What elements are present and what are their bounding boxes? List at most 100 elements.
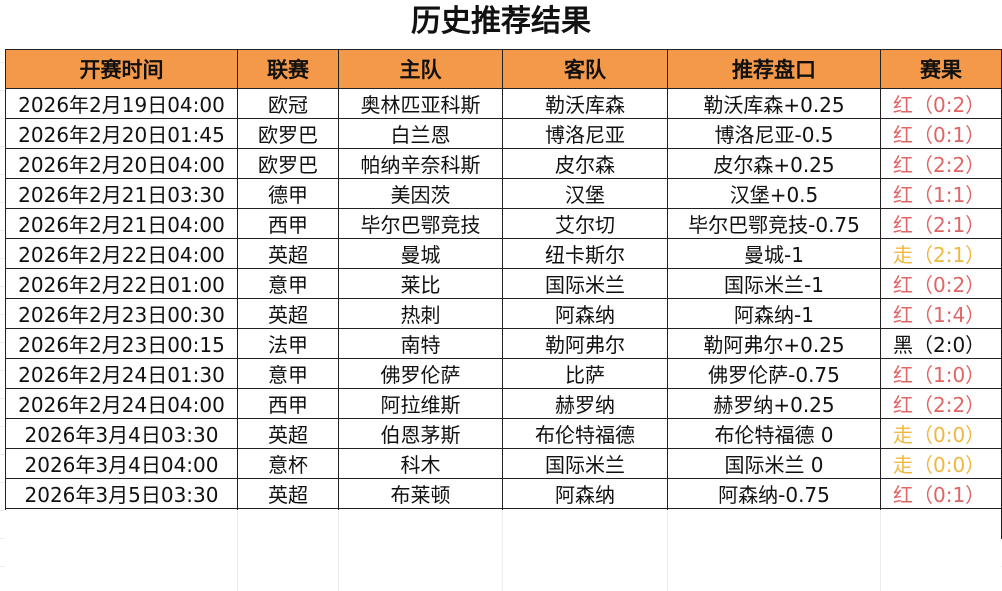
- table-row: 2026年2月24日01:30 意甲 佛罗伦萨 比萨 佛罗伦萨-0.75 红（1:0）: [5, 358, 1002, 389]
- cell-pick[interactable]: 勒阿弗尔+0.25: [667, 328, 881, 359]
- cell-time[interactable]: 2026年2月24日01:30: [5, 358, 238, 389]
- cell-league[interactable]: 西甲: [237, 208, 339, 239]
- cell-result[interactable]: 红（2:1）: [880, 208, 1002, 239]
- cell-away[interactable]: 勒沃库森: [502, 88, 668, 119]
- col-header-league[interactable]: 联赛: [237, 49, 339, 89]
- cell-away[interactable]: 纽卡斯尔: [502, 238, 668, 269]
- cell-result[interactable]: 红（2:2）: [880, 148, 1002, 179]
- cell-result[interactable]: 走（2:1）: [880, 238, 1002, 269]
- cell-pick[interactable]: 国际米兰-1: [667, 268, 881, 299]
- table-row: 2026年2月22日04:00 英超 曼城 纽卡斯尔 曼城-1 走（2:1）: [5, 238, 1002, 269]
- table-row: 2026年2月19日04:00 欧冠 奥林匹亚科斯 勒沃库森 勒沃库森+0.25 红（0:…: [5, 88, 1002, 119]
- cell-pick[interactable]: 佛罗伦萨-0.75: [667, 358, 881, 389]
- cell-league[interactable]: 英超: [237, 478, 339, 509]
- cell-pick[interactable]: 曼城-1: [667, 238, 881, 269]
- empty-sheet-area: [5, 510, 1001, 591]
- cell-pick[interactable]: 阿森纳-0.75: [667, 478, 881, 509]
- cell-time[interactable]: 2026年2月21日03:30: [5, 178, 238, 209]
- cell-result[interactable]: 红（0:1）: [880, 118, 1002, 149]
- cell-time[interactable]: 2026年2月24日04:00: [5, 388, 238, 419]
- cell-away[interactable]: 汉堡: [502, 178, 668, 209]
- cell-time[interactable]: 2026年2月22日04:00: [5, 238, 238, 269]
- cell-time[interactable]: 2026年2月20日04:00: [5, 148, 238, 179]
- cell-pick[interactable]: 勒沃库森+0.25: [667, 88, 881, 119]
- cell-home[interactable]: 曼城: [338, 238, 503, 269]
- cell-away[interactable]: 比萨: [502, 358, 668, 389]
- cell-result[interactable]: 红（0:2）: [880, 88, 1002, 119]
- cell-away[interactable]: 勒阿弗尔: [502, 328, 668, 359]
- cell-pick[interactable]: 毕尔巴鄂竞技-0.75: [667, 208, 881, 239]
- cell-time[interactable]: 2026年2月23日00:30: [5, 298, 238, 329]
- cell-away[interactable]: 阿森纳: [502, 478, 668, 509]
- cell-time[interactable]: 2026年2月21日04:00: [5, 208, 238, 239]
- cell-pick[interactable]: 布伦特福德 0: [667, 418, 881, 449]
- cell-pick[interactable]: 博洛尼亚-0.5: [667, 118, 881, 149]
- col-header-result[interactable]: 赛果: [880, 49, 1002, 89]
- cell-league[interactable]: 法甲: [237, 328, 339, 359]
- cell-pick[interactable]: 赫罗纳+0.25: [667, 388, 881, 419]
- cell-league[interactable]: 英超: [237, 418, 339, 449]
- cell-home[interactable]: 伯恩茅斯: [338, 418, 503, 449]
- cell-away[interactable]: 皮尔森: [502, 148, 668, 179]
- cell-result[interactable]: 红（0:1）: [880, 478, 1002, 509]
- cell-pick[interactable]: 阿森纳-1: [667, 298, 881, 329]
- cell-away[interactable]: 博洛尼亚: [502, 118, 668, 149]
- col-header-home[interactable]: 主队: [338, 49, 503, 89]
- col-header-time[interactable]: 开赛时间: [5, 49, 238, 89]
- cell-home[interactable]: 毕尔巴鄂竞技: [338, 208, 503, 239]
- cell-result[interactable]: 走（0:0）: [880, 418, 1002, 449]
- cell-league[interactable]: 欧冠: [237, 88, 339, 119]
- cell-pick[interactable]: 汉堡+0.5: [667, 178, 881, 209]
- header-row: 开赛时间 联赛 主队 客队 推荐盘口 赛果: [5, 49, 1002, 89]
- cell-time[interactable]: 2026年2月20日01:45: [5, 118, 238, 149]
- cell-league[interactable]: 德甲: [237, 178, 339, 209]
- cell-home[interactable]: 科木: [338, 448, 503, 479]
- cell-away[interactable]: 赫罗纳: [502, 388, 668, 419]
- cell-home[interactable]: 阿拉维斯: [338, 388, 503, 419]
- cell-result[interactable]: 红（1:0）: [880, 358, 1002, 389]
- cell-home[interactable]: 佛罗伦萨: [338, 358, 503, 389]
- cell-result[interactable]: 红（1:1）: [880, 178, 1002, 209]
- cell-away[interactable]: 阿森纳: [502, 298, 668, 329]
- cell-home[interactable]: 热刺: [338, 298, 503, 329]
- cell-time[interactable]: 2026年2月22日01:00: [5, 268, 238, 299]
- cell-pick[interactable]: 皮尔森+0.25: [667, 148, 881, 179]
- cell-away[interactable]: 艾尔切: [502, 208, 668, 239]
- cell-pick[interactable]: 国际米兰 0: [667, 448, 881, 479]
- cell-home[interactable]: 奥林匹亚科斯: [338, 88, 503, 119]
- cell-league[interactable]: 西甲: [237, 388, 339, 419]
- table-row: 2026年2月20日01:45 欧罗巴 白兰恩 博洛尼亚 博洛尼亚-0.5 红（0:1）: [5, 118, 1002, 149]
- table-row: 2026年3月4日03:30 英超 伯恩茅斯 布伦特福德 布伦特福德 0 走（0:0）: [5, 418, 1002, 449]
- cell-home[interactable]: 莱比: [338, 268, 503, 299]
- cell-result[interactable]: 黑（2:0）: [880, 328, 1002, 359]
- cell-away[interactable]: 布伦特福德: [502, 418, 668, 449]
- cell-home[interactable]: 帕纳辛奈科斯: [338, 148, 503, 179]
- cell-time[interactable]: 2026年3月5日03:30: [5, 478, 238, 509]
- cell-time[interactable]: 2026年3月4日03:30: [5, 418, 238, 449]
- cell-league[interactable]: 欧罗巴: [237, 148, 339, 179]
- cell-away[interactable]: 国际米兰: [502, 448, 668, 479]
- cell-result[interactable]: 红（1:4）: [880, 298, 1002, 329]
- cell-league[interactable]: 英超: [237, 238, 339, 269]
- cell-away[interactable]: 国际米兰: [502, 268, 668, 299]
- cell-result[interactable]: 走（0:0）: [880, 448, 1002, 479]
- table-row: 2026年2月20日04:00 欧罗巴 帕纳辛奈科斯 皮尔森 皮尔森+0.25 红（2:2…: [5, 148, 1002, 179]
- cell-league[interactable]: 意杯: [237, 448, 339, 479]
- cell-home[interactable]: 南特: [338, 328, 503, 359]
- col-header-pick[interactable]: 推荐盘口: [667, 49, 881, 89]
- cell-league[interactable]: 意甲: [237, 358, 339, 389]
- cell-home[interactable]: 白兰恩: [338, 118, 503, 149]
- table-row: 2026年2月24日04:00 西甲 阿拉维斯 赫罗纳 赫罗纳+0.25 红（2:2）: [5, 388, 1002, 419]
- cell-home[interactable]: 美因茨: [338, 178, 503, 209]
- cell-league[interactable]: 意甲: [237, 268, 339, 299]
- col-header-away[interactable]: 客队: [502, 49, 668, 89]
- cell-league[interactable]: 欧罗巴: [237, 118, 339, 149]
- cell-result[interactable]: 红（0:2）: [880, 268, 1002, 299]
- cell-home[interactable]: 布莱顿: [338, 478, 503, 509]
- cell-time[interactable]: 2026年3月4日04:00: [5, 448, 238, 479]
- cell-league[interactable]: 英超: [237, 298, 339, 329]
- cell-time[interactable]: 2026年2月23日00:15: [5, 328, 238, 359]
- table-row: 2026年2月22日01:00 意甲 莱比 国际米兰 国际米兰-1 红（0:2）: [5, 268, 1002, 299]
- cell-time[interactable]: 2026年2月19日04:00: [5, 88, 238, 119]
- cell-result[interactable]: 红（2:2）: [880, 388, 1002, 419]
